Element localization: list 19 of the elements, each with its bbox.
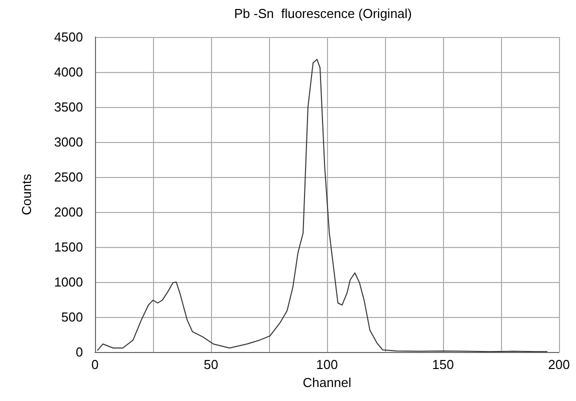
- y-tick-label: 4500: [54, 30, 83, 44]
- y-tick-label: 2500: [54, 170, 83, 184]
- y-tick-label: 500: [61, 310, 83, 324]
- x-tick-label: 200: [548, 357, 570, 372]
- y-tick-label: 0: [76, 344, 83, 360]
- line-series: [96, 58, 548, 352]
- x-tick-label: 150: [432, 357, 454, 372]
- y-tick-label: 3500: [54, 100, 83, 114]
- chart-title: Pb -Sn fluorescence (Original): [234, 6, 412, 21]
- y-tick-label: 1000: [54, 274, 83, 290]
- y-axis-title: Counts: [19, 173, 34, 216]
- y-tick-label: 1500: [54, 240, 83, 254]
- x-tick-label: 100: [316, 357, 338, 372]
- x-tick-label: 0: [91, 357, 99, 372]
- y-tick-label: 4000: [54, 64, 83, 80]
- x-tick-label: 50: [204, 357, 218, 372]
- x-axis-title: Channel: [302, 374, 352, 390]
- y-tick-label: 3000: [54, 134, 83, 150]
- y-tick-label: 2000: [54, 204, 83, 220]
